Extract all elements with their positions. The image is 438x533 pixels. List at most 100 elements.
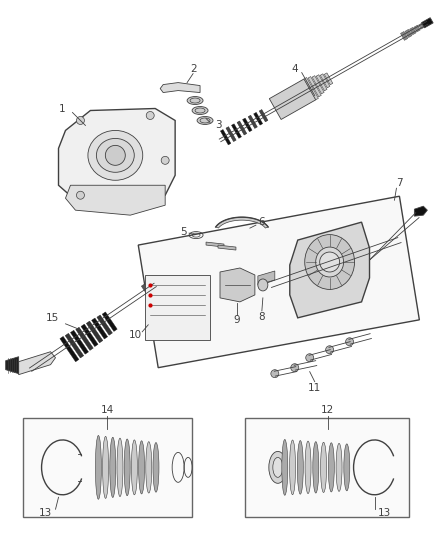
Text: 14: 14 [101, 405, 114, 415]
Polygon shape [410, 27, 416, 35]
Circle shape [326, 346, 334, 354]
Polygon shape [308, 77, 321, 97]
Circle shape [161, 156, 169, 164]
Ellipse shape [321, 442, 327, 492]
Polygon shape [400, 31, 408, 41]
Ellipse shape [336, 443, 342, 491]
Polygon shape [206, 242, 224, 247]
Ellipse shape [131, 440, 138, 495]
Ellipse shape [153, 442, 159, 492]
Circle shape [77, 191, 85, 199]
Polygon shape [215, 217, 268, 228]
Ellipse shape [187, 96, 203, 104]
Text: 15: 15 [46, 313, 59, 323]
Circle shape [77, 117, 85, 124]
Polygon shape [316, 75, 327, 91]
Ellipse shape [305, 235, 355, 289]
Ellipse shape [192, 107, 208, 115]
Circle shape [106, 146, 125, 165]
Polygon shape [405, 29, 412, 37]
Polygon shape [421, 18, 433, 28]
Polygon shape [304, 77, 318, 100]
Ellipse shape [282, 439, 288, 495]
Polygon shape [218, 245, 236, 250]
Polygon shape [226, 127, 236, 142]
Ellipse shape [96, 139, 134, 172]
Polygon shape [66, 185, 165, 215]
Bar [23, 417, 192, 517]
Polygon shape [19, 352, 56, 375]
Polygon shape [414, 206, 427, 216]
Text: 7: 7 [396, 178, 403, 188]
Text: 11: 11 [308, 383, 321, 393]
Polygon shape [320, 74, 330, 88]
Ellipse shape [313, 442, 319, 493]
Polygon shape [141, 284, 152, 298]
Ellipse shape [117, 438, 123, 497]
Polygon shape [152, 278, 162, 290]
Text: 10: 10 [129, 330, 142, 340]
Polygon shape [419, 23, 424, 29]
Ellipse shape [328, 443, 334, 492]
Ellipse shape [88, 131, 143, 180]
Polygon shape [220, 130, 231, 145]
Polygon shape [92, 318, 108, 339]
Ellipse shape [297, 441, 303, 494]
Polygon shape [269, 79, 316, 119]
Polygon shape [59, 109, 175, 205]
Circle shape [291, 364, 299, 372]
Text: 9: 9 [233, 315, 240, 325]
Polygon shape [254, 112, 263, 125]
Text: 6: 6 [258, 217, 265, 227]
Polygon shape [148, 280, 159, 293]
Polygon shape [71, 330, 88, 354]
Circle shape [146, 111, 154, 119]
Ellipse shape [290, 440, 296, 495]
Polygon shape [102, 312, 117, 332]
Ellipse shape [146, 442, 152, 493]
Polygon shape [6, 357, 19, 374]
Circle shape [306, 354, 314, 362]
Polygon shape [248, 115, 258, 128]
Circle shape [271, 370, 279, 378]
Ellipse shape [344, 444, 350, 491]
Bar [145, 275, 210, 340]
Polygon shape [97, 315, 113, 335]
Polygon shape [237, 121, 247, 135]
Ellipse shape [273, 457, 283, 478]
Polygon shape [145, 282, 155, 295]
Text: 1: 1 [59, 103, 66, 114]
Text: 8: 8 [258, 312, 265, 322]
Polygon shape [290, 222, 370, 318]
Ellipse shape [124, 439, 130, 496]
Polygon shape [220, 268, 255, 302]
Bar [245, 417, 410, 517]
Polygon shape [60, 336, 79, 362]
Polygon shape [259, 109, 268, 122]
Text: 13: 13 [378, 508, 391, 518]
Text: 13: 13 [39, 508, 52, 518]
Text: 3: 3 [215, 120, 221, 131]
Polygon shape [86, 321, 103, 343]
Polygon shape [65, 333, 84, 358]
Text: 5: 5 [180, 227, 187, 237]
Polygon shape [414, 25, 420, 32]
Ellipse shape [102, 437, 109, 498]
Polygon shape [258, 271, 275, 285]
Circle shape [320, 252, 339, 272]
Text: 2: 2 [190, 63, 196, 74]
Ellipse shape [197, 117, 213, 124]
Circle shape [346, 338, 353, 346]
Polygon shape [243, 118, 252, 132]
Polygon shape [312, 76, 324, 94]
Ellipse shape [110, 437, 116, 497]
Ellipse shape [138, 441, 145, 494]
Ellipse shape [316, 247, 343, 277]
Ellipse shape [258, 279, 268, 291]
Text: 4: 4 [291, 63, 298, 74]
Polygon shape [324, 73, 333, 85]
Polygon shape [81, 324, 98, 346]
Polygon shape [155, 277, 165, 287]
Polygon shape [160, 83, 200, 93]
Ellipse shape [95, 435, 101, 499]
